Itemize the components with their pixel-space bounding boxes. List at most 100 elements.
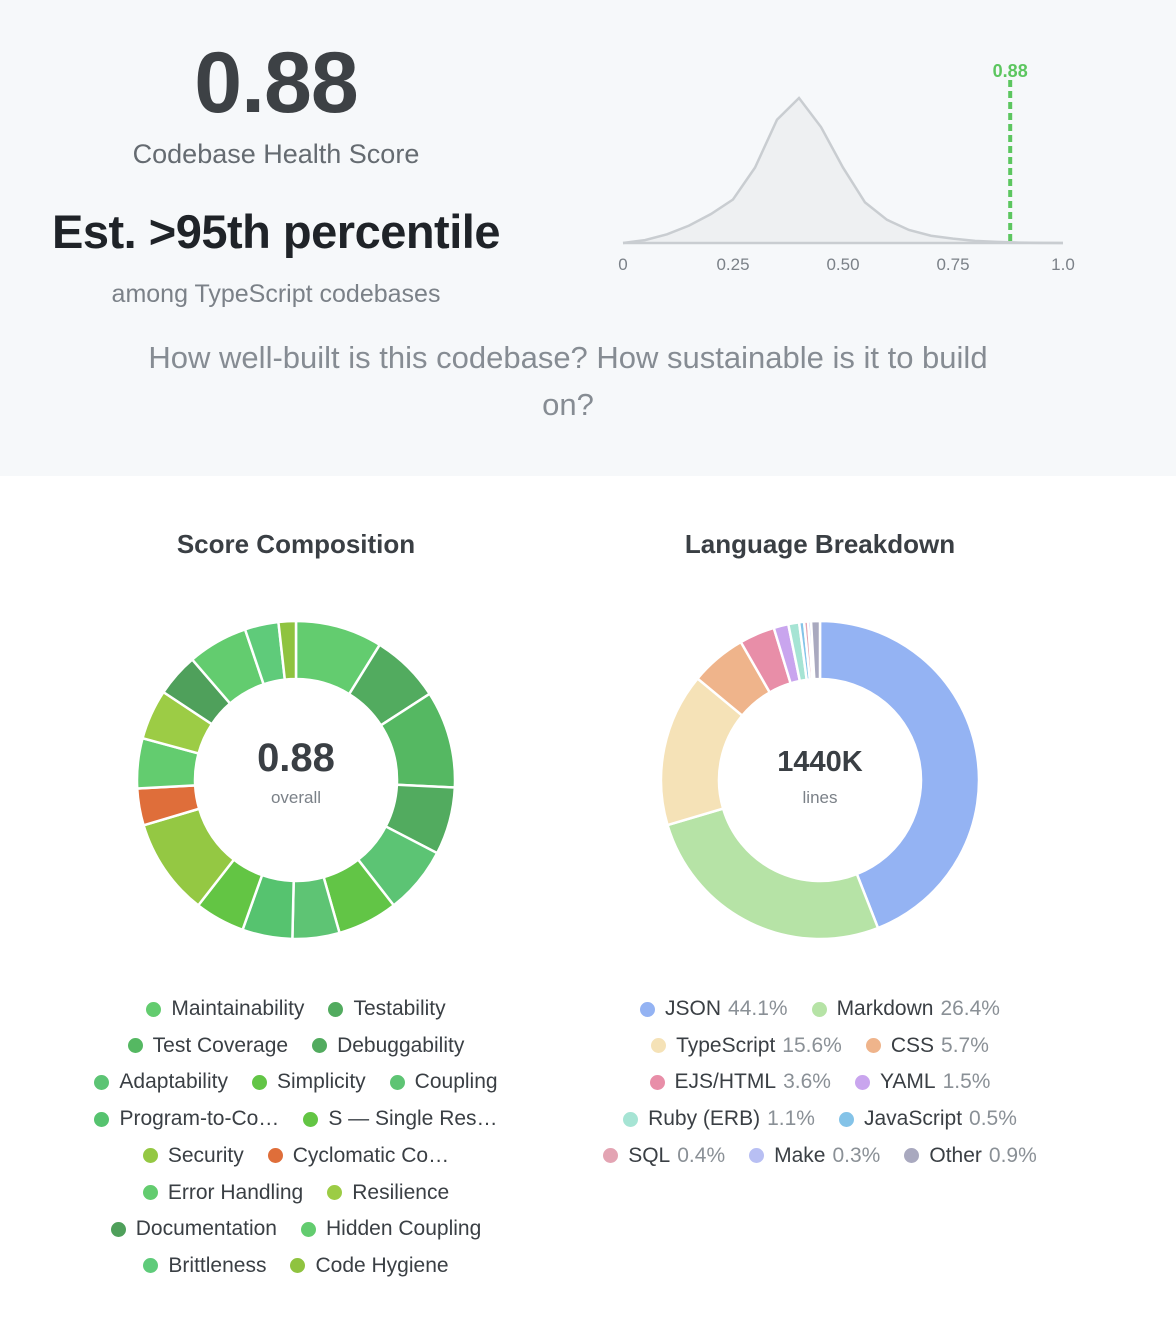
legend-value: 0.3% xyxy=(832,1143,881,1167)
composition-legend-item[interactable]: Error Handling xyxy=(142,1178,303,1208)
language-legend-row: JSON 44.1% Markdown 26.4% xyxy=(560,994,1080,1024)
composition-center-value: 0.88 xyxy=(257,736,335,780)
legend-label: Testability xyxy=(353,997,446,1020)
score-distribution-chart: 0.88 0 0.25 0.50 0.75 1.0 xyxy=(618,61,1075,274)
legend-label: Coupling xyxy=(414,1070,498,1094)
language-slice xyxy=(818,620,980,930)
language-breakdown-donut xyxy=(660,620,980,940)
language-legend-row: EJS/HTML 3.6% YAML 1.5% xyxy=(560,1067,1080,1097)
language-center-label: lines xyxy=(802,788,838,807)
language-legend-item[interactable]: YAML 1.5% xyxy=(854,1067,991,1097)
composition-legend-item[interactable]: Maintainability xyxy=(146,994,304,1024)
legend-label: JSON xyxy=(665,997,722,1020)
legend-color-dot xyxy=(865,1038,881,1054)
legend-value: 1.1% xyxy=(767,1107,815,1131)
legend-color-dot xyxy=(127,1038,143,1054)
composition-legend-item[interactable]: Test Coverage xyxy=(127,1031,289,1061)
percentile-estimate: Est. >95th percentile xyxy=(52,205,500,258)
legend-color-dot xyxy=(300,1221,316,1237)
language-legend-item[interactable]: Markdown 26.4% xyxy=(811,994,1000,1024)
health-score-label: Codebase Health Score xyxy=(132,139,420,169)
language-legend-item[interactable]: Make 0.3% xyxy=(749,1141,880,1171)
legend-label: Hidden Coupling xyxy=(325,1217,482,1241)
score-marker-label: 0.88 xyxy=(993,61,1028,81)
language-legend-item[interactable]: JSON 44.1% xyxy=(640,994,788,1024)
legend-label: YAML xyxy=(879,1070,936,1094)
legend-label: Make xyxy=(774,1143,826,1167)
language-legend-item[interactable]: Other 0.9% xyxy=(904,1141,1037,1171)
legend-color-dot xyxy=(640,1001,655,1017)
legend-color-dot xyxy=(290,1258,306,1274)
legend-color-dot xyxy=(143,1258,159,1274)
legend-label: Simplicity xyxy=(276,1070,366,1094)
composition-legend-row: Program-to-Co… S — Single Res… xyxy=(36,1104,556,1134)
language-legend-item[interactable]: TypeScript 15.6% xyxy=(651,1031,842,1061)
legend-label: SQL xyxy=(628,1143,671,1167)
language-slice xyxy=(665,807,880,940)
legend-value: 44.1% xyxy=(728,997,788,1020)
composition-legend-item[interactable]: Testability xyxy=(328,994,446,1024)
legend-color-dot xyxy=(389,1074,405,1090)
summary-header: 0.88 Codebase Health Score Est. >95th pe… xyxy=(0,0,1176,476)
language-legend-item[interactable]: Ruby (ERB) 1.1% xyxy=(623,1104,815,1134)
x-tick-label: 1.0 xyxy=(1051,255,1075,274)
language-legend-item[interactable]: JavaScript 0.5% xyxy=(838,1104,1017,1134)
legend-label: Security xyxy=(167,1143,244,1167)
language-legend-item[interactable]: CSS 5.7% xyxy=(865,1031,989,1061)
composition-legend-row: Security Cyclomatic Co… xyxy=(36,1141,556,1171)
composition-legend-item[interactable]: Coupling xyxy=(389,1067,498,1097)
composition-legend-row: Maintainability Testability xyxy=(36,994,556,1024)
language-legend-item[interactable]: SQL 0.4% xyxy=(603,1141,725,1171)
legend-color-dot xyxy=(327,1185,343,1200)
language-legend-row: TypeScript 15.6% CSS 5.7% xyxy=(560,1031,1080,1061)
composition-legend-item[interactable]: Code Hygiene xyxy=(290,1251,449,1281)
legend-label: Debuggability xyxy=(337,1033,465,1057)
composition-legend-item[interactable]: Resilience xyxy=(327,1178,449,1208)
legend-color-dot xyxy=(623,1111,639,1127)
legend-color-dot xyxy=(142,1148,158,1164)
composition-legend-item[interactable]: Cyclomatic Co… xyxy=(267,1141,449,1171)
composition-legend-item[interactable]: S — Single Res… xyxy=(303,1104,498,1134)
legend-color-dot xyxy=(267,1148,283,1164)
legend-color-dot xyxy=(603,1148,619,1164)
composition-legend-item[interactable]: Program-to-Co… xyxy=(94,1104,279,1134)
percentile-context: among TypeScript codebases xyxy=(111,280,441,308)
legend-label: Adaptability xyxy=(119,1070,228,1094)
composition-legend-item[interactable]: Adaptability xyxy=(94,1067,228,1097)
composition-legend-row: Documentation Hidden Coupling xyxy=(36,1214,556,1244)
legend-value: 5.7% xyxy=(941,1033,989,1057)
score-composition-donut xyxy=(136,620,456,940)
legend-color-dot xyxy=(904,1148,920,1164)
legend-color-dot xyxy=(142,1185,158,1200)
legend-label: Test Coverage xyxy=(152,1033,289,1057)
distribution-curve xyxy=(622,96,1064,245)
composition-legend-row: Adaptability Simplicity Coupling xyxy=(36,1067,556,1097)
legend-color-dot xyxy=(146,1001,162,1017)
composition-legend-item[interactable]: Simplicity xyxy=(251,1067,366,1097)
composition-legend-item[interactable]: Security xyxy=(142,1141,244,1171)
composition-legend-item[interactable]: Documentation xyxy=(110,1214,277,1244)
legend-value: 0.9% xyxy=(988,1143,1037,1167)
composition-slice xyxy=(277,620,298,682)
legend-value: 0.4% xyxy=(677,1143,726,1167)
composition-legend-item[interactable]: Brittleness xyxy=(143,1251,266,1281)
legend-label: TypeScript xyxy=(676,1033,776,1057)
legend-value: 1.5% xyxy=(942,1070,991,1094)
composition-legend-item[interactable]: Hidden Coupling xyxy=(300,1214,482,1244)
composition-center-label: overall xyxy=(270,788,322,807)
composition-legend-item[interactable]: Debuggability xyxy=(312,1031,464,1061)
legend-value: 26.4% xyxy=(940,997,1000,1020)
legend-color-dot xyxy=(838,1111,854,1127)
health-score-value: 0.88 xyxy=(194,35,358,131)
legend-color-dot xyxy=(251,1074,267,1090)
legend-label: Markdown xyxy=(836,997,934,1020)
legend-value: 3.6% xyxy=(783,1070,831,1094)
composition-legend-row: Error Handling Resilience xyxy=(36,1178,556,1208)
score-composition-title: Score Composition xyxy=(176,529,416,559)
legend-label: Documentation xyxy=(135,1217,277,1241)
legend-color-dot xyxy=(749,1148,765,1164)
legend-color-dot xyxy=(312,1038,328,1054)
language-legend-item[interactable]: EJS/HTML 3.6% xyxy=(649,1067,831,1097)
legend-color-dot xyxy=(651,1038,667,1054)
legend-label: S — Single Res… xyxy=(328,1107,498,1131)
